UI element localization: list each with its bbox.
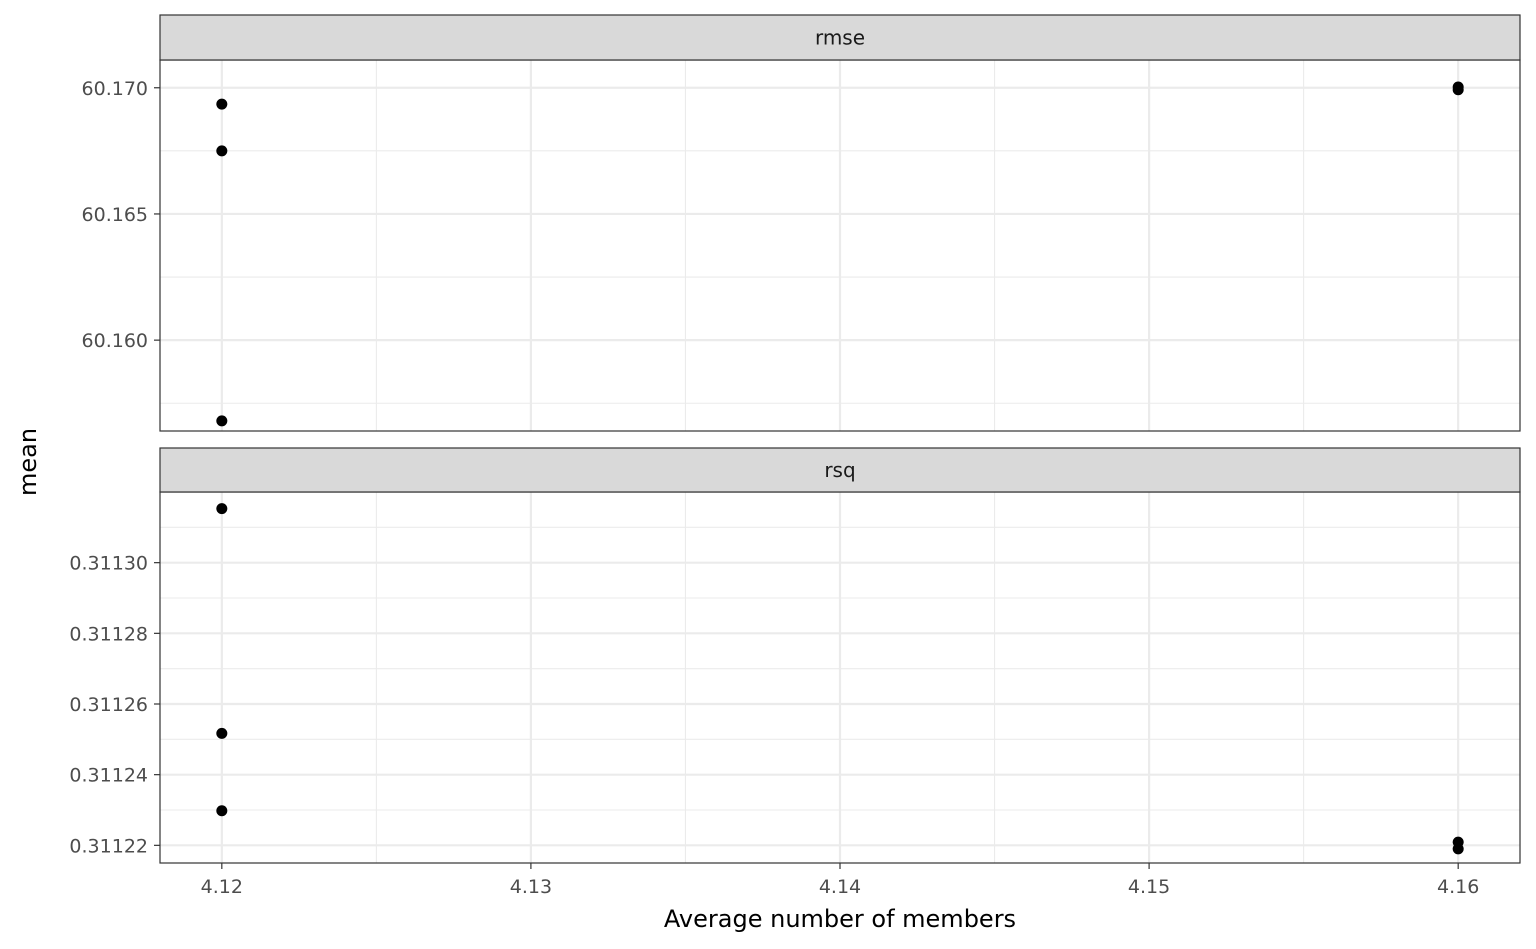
data-point: [216, 805, 228, 817]
y-tick-label: 0.31124: [69, 765, 148, 787]
x-tick-label: 4.15: [1128, 876, 1170, 898]
data-point: [216, 503, 228, 515]
y-axis-title: mean: [14, 428, 42, 496]
x-tick-label: 4.14: [819, 876, 861, 898]
x-axis: 4.12 4.13 4.14 4.15 4.16: [201, 863, 1479, 898]
facets-group: rmse 60.160 60.165 60.170 rsq 0.31122 0.31124 0…: [69, 14, 1521, 864]
facet-strip: [159, 447, 1521, 493]
y-tick-label: 0.31126: [69, 694, 148, 716]
facet-panel-rmse: rmse 60.160 60.165 60.170: [82, 14, 1521, 432]
y-tick-label: 0.31122: [69, 835, 148, 857]
facet-strip: [159, 14, 1521, 61]
x-tick-label: 4.12: [201, 876, 243, 898]
y-tick-label: 0.31130: [69, 553, 148, 575]
y-tick-label: 60.165: [82, 204, 148, 226]
x-tick-label: 4.13: [510, 876, 552, 898]
data-point: [216, 727, 228, 739]
y-tick-label: 60.170: [82, 78, 148, 100]
y-tick-label: 60.160: [82, 330, 148, 352]
x-tick-label: 4.16: [1437, 876, 1479, 898]
facet-panel-rsq: rsq 0.31122 0.31124 0.31126 0.31128 0.31130: [69, 447, 1521, 864]
data-point: [216, 415, 228, 427]
y-tick-label: 0.31128: [69, 623, 148, 645]
data-point: [216, 98, 228, 110]
facet-strip-label: rsq: [824, 458, 855, 482]
facet-strip-label: rmse: [815, 26, 865, 50]
data-point: [1452, 84, 1464, 96]
data-point: [1452, 843, 1464, 855]
x-axis-title: Average number of members: [664, 905, 1016, 933]
data-point: [216, 145, 228, 157]
